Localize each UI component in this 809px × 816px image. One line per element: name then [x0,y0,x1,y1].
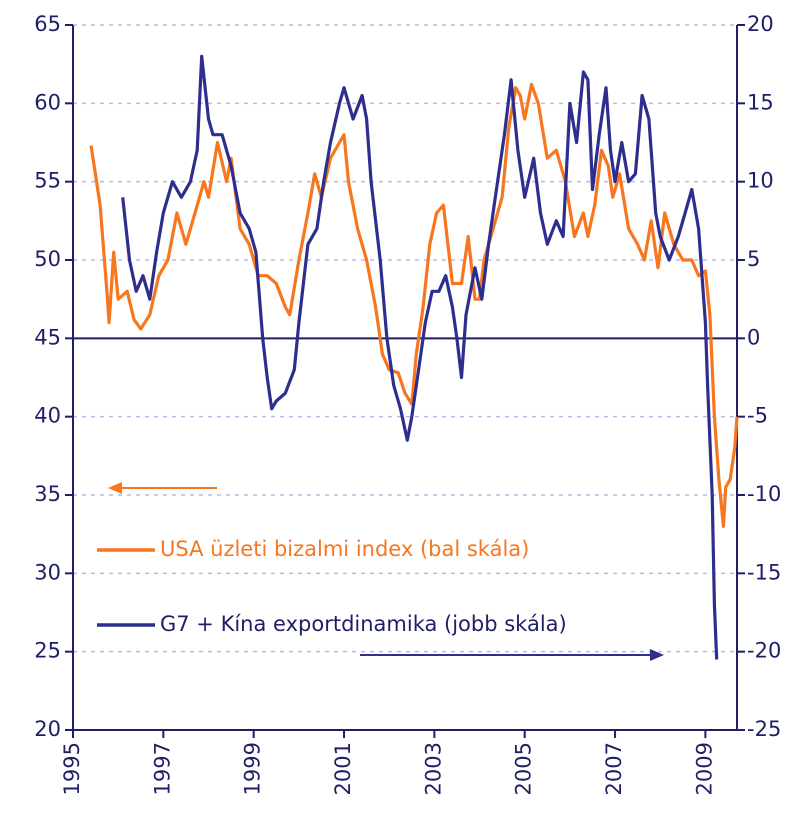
x-tick-label: 2005 [512,742,536,795]
y2-tick-label: 0 [747,325,760,349]
y-tick-label: 25 [34,639,61,663]
y2-tick-label: 10 [747,169,774,193]
y2-tick-label: 5 [747,247,760,271]
y-tick-label: 40 [34,404,61,428]
x-tick-label: 1997 [150,742,174,795]
x-tick-label: 2001 [331,742,355,795]
y-tick-label: 65 [34,12,61,36]
legend-label: G7 + Kína exportdinamika (jobb skála) [160,612,567,636]
y2-tick-label: -5 [747,404,768,428]
x-tick-label: 1999 [241,742,265,795]
y2-tick-label: -20 [747,639,781,663]
x-tick-label: 2007 [602,742,626,795]
y-tick-label: 20 [34,717,61,741]
y-tick-label: 55 [34,169,61,193]
y2-tick-label: -25 [747,717,781,741]
legend-label: USA üzleti bizalmi index (bal skála) [160,537,529,561]
y2-tick-label: -15 [747,560,781,584]
series-line [89,82,739,528]
y2-tick-label: 20 [747,12,774,36]
y-tick-label: 50 [34,247,61,271]
x-tick-label: 1995 [60,742,84,795]
y-tick-label: 60 [34,90,61,114]
arrow-head [650,649,664,661]
y-tick-label: 30 [34,560,61,584]
series-line [121,54,719,660]
x-tick-label: 2003 [421,742,445,795]
x-tick-label: 2009 [692,742,716,795]
arrow-head [108,482,122,494]
y2-tick-label: -10 [747,482,781,506]
y-tick-label: 35 [34,482,61,506]
y2-tick-label: 15 [747,90,774,114]
y-tick-label: 45 [34,325,61,349]
